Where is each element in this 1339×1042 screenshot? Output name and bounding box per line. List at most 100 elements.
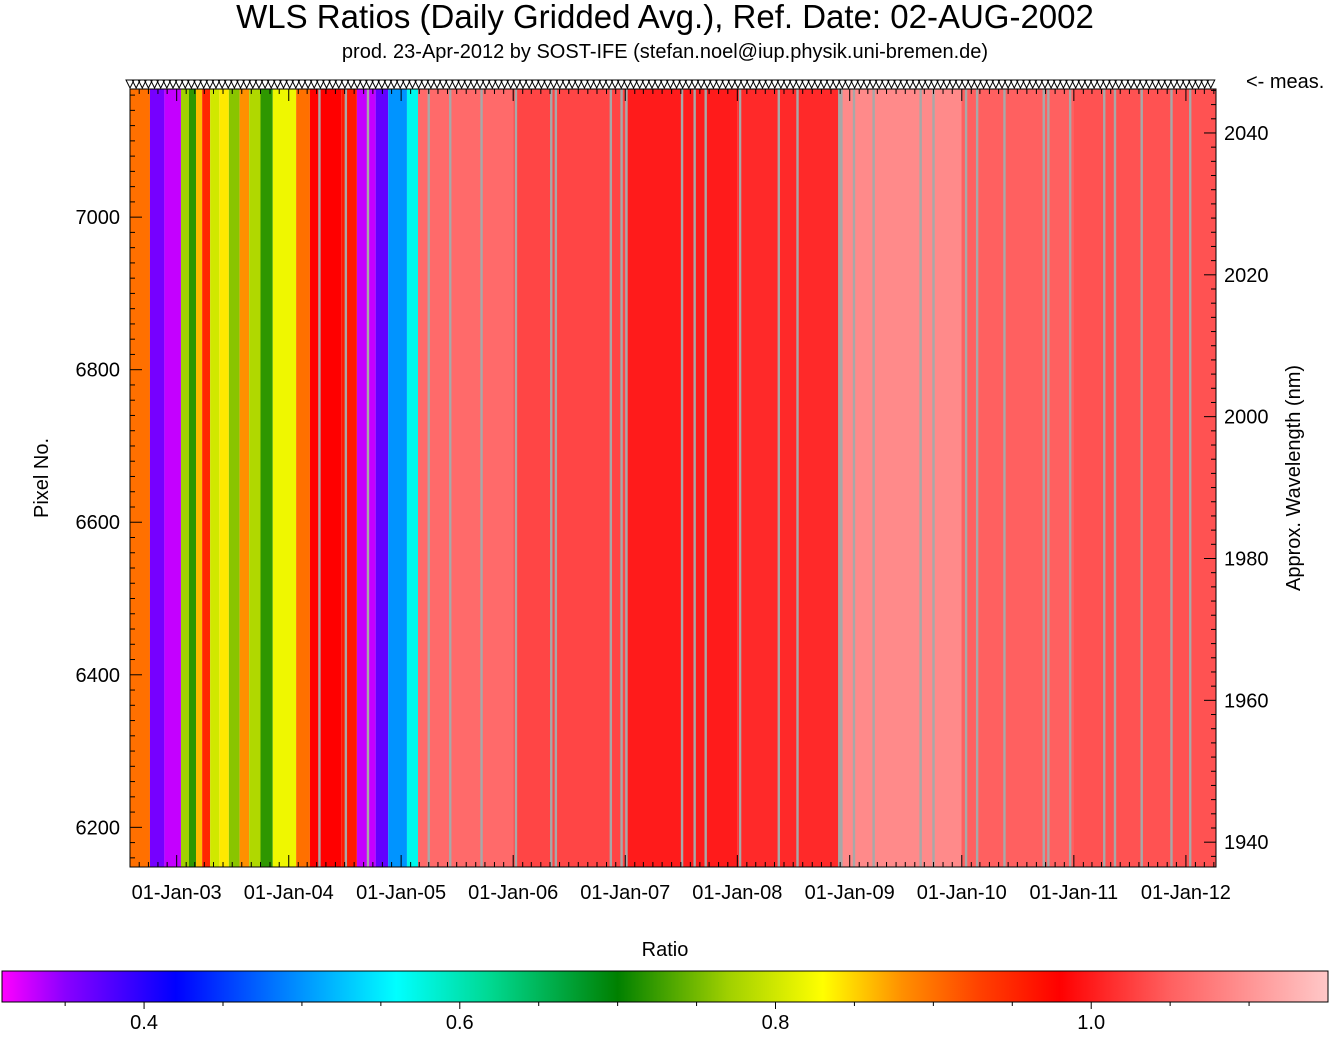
measurement-marker	[426, 79, 436, 90]
measurement-marker	[886, 79, 897, 90]
measurement-marker	[1021, 79, 1032, 90]
heatmap-cell	[388, 89, 407, 867]
x-tick-label: 01-Jan-07	[580, 882, 670, 904]
measurement-marker	[462, 79, 473, 90]
measurement-marker	[168, 79, 178, 90]
data-gap	[514, 89, 518, 867]
measurement-marker	[512, 79, 522, 90]
measurement-marker	[819, 79, 829, 90]
x-axis: 01-Jan-03 01-Jan-04 01-Jan-05 01-Jan-06 01-J…	[132, 89, 1231, 904]
data-gap	[872, 89, 875, 867]
measurement-marker	[610, 79, 620, 90]
measurement-marker	[991, 79, 1001, 90]
measurement-marker	[444, 79, 455, 90]
measurement-marker	[1095, 79, 1106, 90]
data-gap	[480, 89, 483, 867]
measurement-marker	[634, 79, 645, 90]
measurement-marker	[438, 79, 448, 90]
measurement-marker	[1138, 79, 1149, 90]
measurement-marker	[561, 79, 571, 90]
colorbar-tick-label: 0.4	[130, 1012, 158, 1034]
measurement-marker	[739, 79, 749, 90]
heatmap-cell	[149, 89, 165, 867]
colorbar	[1, 970, 1329, 1003]
measurement-marker	[401, 79, 412, 90]
measurement-marker	[290, 79, 301, 90]
measurement-marker	[352, 79, 363, 90]
measurement-marker	[751, 79, 762, 90]
measurement-marker	[518, 79, 528, 90]
y2-axis-label: Approx. Wavelength (nm)	[1283, 365, 1305, 591]
measurement-marker	[1205, 79, 1216, 90]
x-tick-label: 01-Jan-04	[244, 882, 334, 904]
y2-tick-label: 2040	[1224, 123, 1269, 145]
measurement-marker	[972, 79, 983, 90]
measurement-marker	[211, 79, 221, 90]
measurement-marker	[567, 79, 577, 90]
measurement-marker	[941, 79, 952, 90]
measurement-marker	[641, 79, 651, 90]
measurement-marker	[892, 79, 903, 90]
measurement-marker	[1077, 79, 1087, 90]
x-tick-label: 01-Jan-03	[132, 882, 222, 904]
heatmap-cell	[260, 89, 273, 867]
measurement-marker	[1126, 79, 1136, 90]
measurement-marker	[205, 79, 215, 90]
data-gap	[680, 89, 684, 867]
measurement-marker	[198, 79, 209, 90]
heatmap-cell	[356, 89, 376, 867]
measurement-marker	[315, 79, 326, 90]
measurement-marker	[125, 79, 135, 90]
measurement-marker	[217, 79, 227, 90]
measurement-marker	[248, 79, 258, 90]
y-axis-label: Pixel No.	[31, 438, 53, 518]
measurement-marker	[690, 79, 700, 90]
measurement-marker	[757, 79, 768, 90]
measurement-marker	[702, 79, 713, 90]
y2-tick-label: 1960	[1224, 690, 1269, 712]
heatmap-cell	[228, 89, 240, 867]
measurement-marker	[1107, 79, 1118, 90]
measurement-marker	[763, 79, 774, 90]
measurement-marker	[1156, 79, 1167, 90]
measurement-marker	[966, 79, 977, 90]
measurement-marker	[419, 79, 430, 90]
measurement-marker	[794, 79, 805, 90]
measurement-marker	[905, 79, 915, 90]
data-gap	[704, 89, 707, 867]
heatmap-cell	[341, 89, 357, 867]
measurement-marker	[684, 79, 694, 90]
measurement-marker	[849, 79, 860, 90]
measurement-marker	[868, 79, 878, 90]
data-gap	[693, 89, 696, 867]
measurement-marker	[978, 79, 989, 90]
measurement-marker	[911, 79, 921, 90]
measurement-marker	[131, 79, 141, 90]
measurement-marker	[825, 79, 835, 90]
chart-title: WLS Ratios (Daily Gridded Avg.), Ref. Da…	[236, 0, 1094, 35]
measurement-marker	[929, 79, 940, 90]
measurement-marker	[389, 79, 399, 90]
measurement-marker	[555, 79, 565, 90]
measurement-marker	[223, 79, 234, 90]
measurement-marker	[1046, 79, 1056, 90]
data-gap	[427, 89, 430, 867]
data-gap	[840, 89, 843, 867]
measurement-marker	[155, 79, 166, 90]
measurement-marker	[579, 79, 590, 90]
x-tick-label: 01-Jan-12	[1141, 882, 1231, 904]
measurement-marker	[1181, 79, 1192, 90]
measurement-marker	[370, 79, 381, 90]
x-tick-label: 01-Jan-05	[356, 882, 446, 904]
heatmap-cell	[180, 89, 189, 867]
measurement-marker	[1162, 79, 1173, 90]
measurement-marker	[297, 79, 307, 90]
measurement-marker	[192, 79, 203, 90]
heatmap-cell	[130, 89, 150, 867]
measurement-marker	[1064, 79, 1075, 90]
measurement-marker	[340, 79, 350, 90]
measurement-marker	[591, 79, 602, 90]
measurement-marker	[1040, 79, 1050, 90]
data-gap	[1042, 89, 1045, 867]
